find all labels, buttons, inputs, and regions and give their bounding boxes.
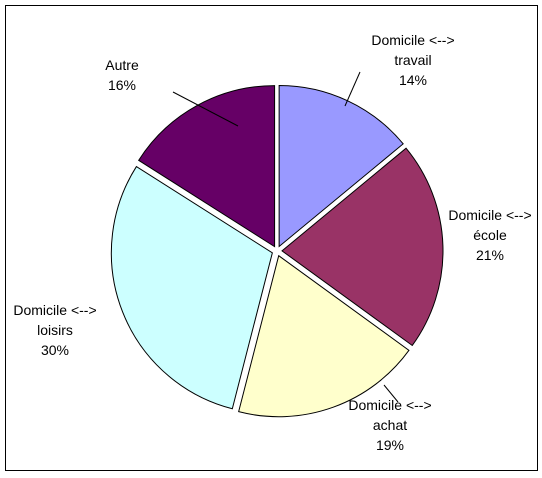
slice-value-label: 16%: [107, 77, 137, 93]
pie-slice: [137, 85, 276, 248]
slice-label: Domicile <--> travail: [371, 32, 455, 68]
leader-line: [172, 91, 239, 127]
slice-label: Domicile <--> loisirs: [13, 302, 97, 338]
slice-value-label: 21%: [475, 247, 505, 263]
slice-value-label: 19%: [375, 437, 405, 453]
slice-value-label: 30%: [40, 342, 70, 358]
pie-slice: [238, 254, 410, 418]
leader-line: [383, 384, 399, 403]
pie-slice: [110, 165, 273, 410]
leader-line: [344, 71, 361, 107]
slice-value-label: 14%: [398, 72, 428, 88]
pie-slice: [281, 147, 444, 347]
slice-label: Domicile <--> achat: [348, 397, 432, 433]
slice-label: Domicile <--> école: [448, 207, 532, 243]
slice-label: Autre: [105, 57, 139, 73]
